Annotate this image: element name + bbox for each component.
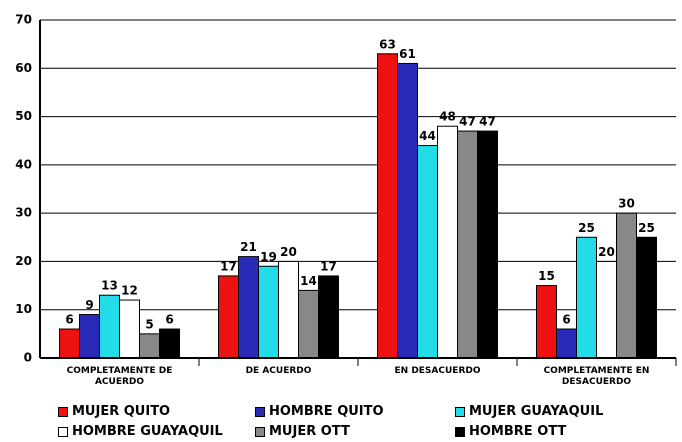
bar xyxy=(99,294,120,359)
legend-swatch xyxy=(455,406,465,417)
value-label: 47 xyxy=(459,115,476,129)
y-tick-label: 40 xyxy=(15,157,32,171)
value-label: 13 xyxy=(101,279,118,293)
legend-item: MUJER GUAYAQUIL xyxy=(455,404,603,419)
bar xyxy=(59,328,80,359)
value-label: 21 xyxy=(240,240,257,254)
value-label: 9 xyxy=(85,298,93,312)
value-label: 17 xyxy=(320,259,337,273)
bar xyxy=(278,260,299,359)
value-label: 17 xyxy=(220,259,237,273)
legend-swatch xyxy=(455,426,465,437)
value-label: 6 xyxy=(562,313,570,327)
legend-label: MUJER GUAYAQUIL xyxy=(469,404,604,419)
legend-swatch xyxy=(58,406,68,417)
value-label: 6 xyxy=(65,313,73,327)
x-tick-label: DE ACUERDO xyxy=(245,366,312,376)
value-label: 14 xyxy=(300,274,317,288)
legend-label: HOMBRE OTT xyxy=(469,424,567,439)
bar xyxy=(159,328,180,359)
bar xyxy=(477,130,498,359)
x-tick-label: COMPLETAMENTE EN DESACUERDO xyxy=(543,366,650,387)
bar xyxy=(139,333,160,359)
y-tick-label: 70 xyxy=(15,13,32,27)
bar xyxy=(616,212,637,359)
value-label: 63 xyxy=(379,37,396,51)
legend-item: HOMBRE OTT xyxy=(455,424,566,439)
value-label: 30 xyxy=(618,197,635,211)
bar xyxy=(636,236,657,359)
value-label: 47 xyxy=(479,115,496,129)
bar xyxy=(457,130,478,359)
y-tick-label: 30 xyxy=(15,206,32,220)
x-tick-label: COMPLETAMENTE DE ACUERDO xyxy=(66,366,173,387)
value-label: 20 xyxy=(598,245,615,259)
legend-item: HOMBRE QUITO xyxy=(255,404,384,419)
bar xyxy=(596,260,617,359)
y-tick-label: 60 xyxy=(15,61,32,75)
value-label: 61 xyxy=(399,47,416,61)
value-label: 20 xyxy=(280,245,297,259)
bar xyxy=(377,53,398,359)
legend-item: MUJER QUITO xyxy=(58,404,170,419)
value-label: 25 xyxy=(638,221,655,235)
value-label: 19 xyxy=(260,250,277,264)
bar xyxy=(218,275,239,359)
y-tick-label: 20 xyxy=(15,254,32,268)
value-label: 15 xyxy=(538,269,555,283)
legend-label: MUJER QUITO xyxy=(72,404,171,419)
bar xyxy=(437,125,458,359)
value-label: 6 xyxy=(165,313,173,327)
bar xyxy=(298,289,319,359)
bar xyxy=(536,285,557,359)
value-label: 48 xyxy=(439,110,456,124)
legend-label: MUJER OTT xyxy=(269,424,350,439)
legend-swatch xyxy=(255,426,265,437)
legend-item: HOMBRE GUAYAQUIL xyxy=(58,424,223,439)
y-tick-label: 0 xyxy=(24,351,32,365)
bar xyxy=(119,299,140,359)
legend-swatch xyxy=(58,426,68,437)
legend-swatch xyxy=(255,406,265,417)
y-tick-label: 50 xyxy=(15,109,32,123)
bar xyxy=(258,265,279,359)
legend-label: HOMBRE QUITO xyxy=(269,404,384,419)
value-label: 44 xyxy=(419,129,436,143)
bar xyxy=(318,275,339,359)
bar xyxy=(238,256,259,359)
x-tick-label: EN DESACUERDO xyxy=(394,366,481,376)
value-label: 5 xyxy=(145,317,153,331)
bar xyxy=(397,62,418,359)
bar xyxy=(417,145,438,359)
value-label: 25 xyxy=(578,221,595,235)
bar xyxy=(556,328,577,359)
legend-label: HOMBRE GUAYAQUIL xyxy=(72,424,223,439)
y-tick-label: 10 xyxy=(15,302,32,316)
bar xyxy=(79,314,100,359)
value-label: 12 xyxy=(121,284,138,298)
legend-item: MUJER OTT xyxy=(255,424,350,439)
bar xyxy=(576,236,597,359)
